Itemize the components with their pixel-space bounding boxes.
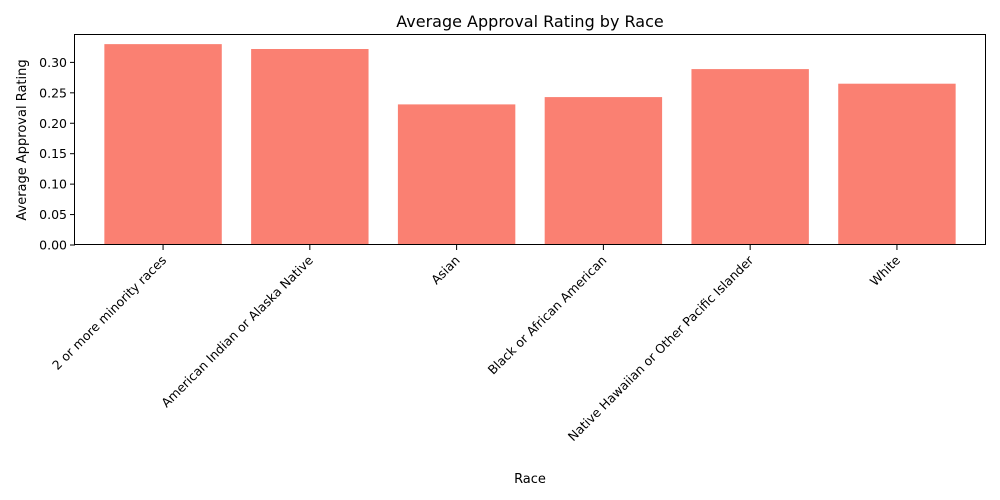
chart-title: Average Approval Rating by Race — [396, 12, 663, 31]
y-tick-label: 0.05 — [39, 207, 67, 222]
bar-5 — [691, 69, 809, 245]
bar-2 — [251, 49, 369, 245]
x-tick-label: American Indian or Alaska Native — [158, 252, 316, 410]
y-axis: 0.00 0.05 0.10 0.15 0.20 0.25 0.30 — [39, 55, 75, 253]
y-tick-label: 0.15 — [39, 146, 67, 161]
bars-group — [104, 44, 956, 246]
x-tick-label: Native Hawaiian or Other Pacific Islande… — [565, 252, 757, 444]
bar-3 — [397, 104, 516, 246]
x-tick-label: Black or African American — [485, 253, 610, 378]
y-tick-label: 0.00 — [39, 238, 67, 253]
x-tick-label: 2 or more minority races — [49, 253, 169, 373]
y-axis-label: Average Approval Rating — [15, 59, 30, 220]
x-tick-label: White — [867, 252, 904, 289]
bar-6 — [838, 83, 956, 246]
x-axis-label: Race — [514, 472, 546, 487]
x-tick-label: Asian — [428, 253, 463, 288]
y-tick-label: 0.30 — [39, 55, 67, 70]
y-tick-label: 0.25 — [39, 85, 67, 100]
y-tick-label: 0.20 — [39, 116, 67, 131]
plot-frame — [74, 34, 986, 245]
bar-1 — [104, 44, 222, 246]
bar-4 — [544, 97, 663, 245]
y-tick-label: 0.10 — [39, 177, 67, 192]
